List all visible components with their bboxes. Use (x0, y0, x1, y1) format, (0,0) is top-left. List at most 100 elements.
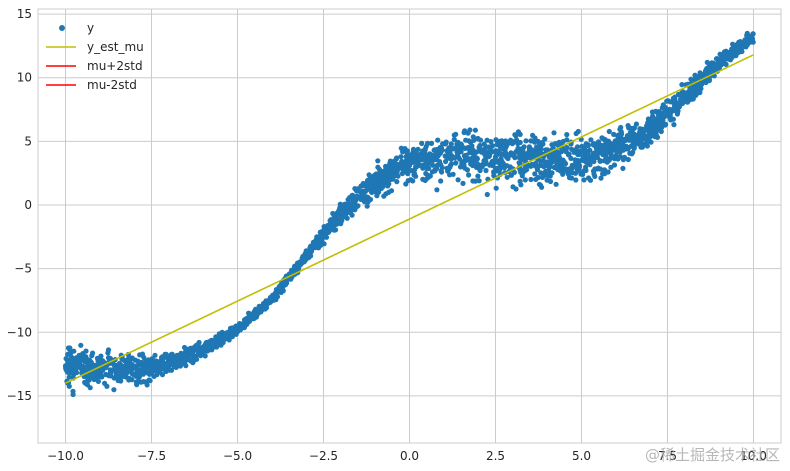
scatter-point (609, 144, 615, 150)
scatter-point (295, 263, 301, 269)
scatter-point (406, 160, 412, 166)
scatter-point (419, 140, 425, 146)
scatter-point (127, 368, 134, 374)
y-tick-label: 5 (24, 134, 32, 148)
scatter-point (636, 141, 642, 147)
scatter-point (532, 153, 538, 159)
legend-label: mu+2std (87, 59, 143, 73)
scatter-point (350, 201, 356, 207)
scatter-point (608, 164, 614, 170)
scatter-point (98, 374, 104, 380)
scatter-point (63, 365, 69, 371)
scatter-point (479, 162, 485, 168)
scatter-point (586, 158, 592, 164)
scatter-point (580, 171, 586, 177)
scatter-point (672, 99, 678, 105)
scatter-point (626, 137, 633, 143)
scatter-point (423, 165, 430, 171)
scatter-point (465, 144, 471, 151)
scatter-point (743, 44, 749, 50)
y-tick-label: 15 (17, 7, 32, 21)
scatter-point (611, 131, 617, 137)
scatter-point (688, 85, 694, 91)
scatter-point (181, 360, 187, 366)
scatter-point (573, 177, 579, 183)
scatter-point (555, 166, 561, 173)
scatter-point (155, 360, 162, 366)
scatter-point (525, 154, 531, 160)
scatter-point (202, 353, 208, 359)
legend: y y_est_mu mu+2std mu-2std (46, 21, 144, 92)
scatter-point (301, 259, 307, 265)
scatter-point (535, 163, 541, 169)
x-tick-label: −7.5 (137, 449, 166, 463)
scatter-point (423, 170, 429, 177)
scatter-point (360, 180, 366, 187)
scatter-point (149, 370, 155, 376)
scatter-point (481, 141, 487, 147)
scatter-point (189, 346, 195, 352)
scatter-point (469, 155, 475, 161)
scatter-point (391, 167, 397, 173)
scatter-point (214, 335, 220, 341)
scatter-point (591, 158, 597, 165)
scatter-point (454, 152, 460, 158)
scatter-point (261, 304, 267, 310)
scatter-point (447, 172, 453, 178)
scatter-point (115, 377, 121, 384)
scatter-point (216, 331, 222, 337)
scatter-point (98, 353, 104, 359)
scatter-point (446, 166, 452, 172)
scatter-point (747, 34, 753, 40)
scatter-point (386, 173, 392, 179)
scatter-point (228, 327, 234, 333)
scatter-point (116, 368, 122, 374)
scatter-point (671, 122, 677, 128)
scatter-point (464, 167, 470, 173)
scatter-point (358, 195, 364, 202)
scatter-point (412, 171, 418, 177)
scatter-point (553, 157, 559, 163)
x-tick-label: 5.0 (572, 449, 591, 463)
x-tick-label: 0.0 (400, 449, 419, 463)
scatter-point (440, 141, 446, 147)
scatter-point (626, 125, 632, 131)
scatter-point (573, 163, 579, 169)
scatter-point (385, 183, 391, 189)
scatter-point (372, 187, 378, 193)
scatter-point (735, 45, 741, 52)
scatter-point (419, 156, 425, 162)
scatter-point (383, 168, 389, 174)
scatter-point (664, 98, 670, 104)
scatter-point (692, 83, 698, 89)
scatter-point (423, 161, 429, 167)
scatter-point (138, 379, 144, 385)
scatter-point (487, 151, 493, 157)
scatter-point (553, 181, 559, 187)
scatter-point (602, 145, 608, 151)
scatter-point (460, 180, 466, 186)
scatter-point (676, 104, 683, 110)
scatter-point (188, 352, 194, 358)
scatter-point (168, 361, 174, 367)
scatter-point (543, 147, 549, 153)
scatter-point (546, 164, 552, 170)
scatter-point (614, 149, 620, 155)
scatter-point (542, 136, 548, 142)
scatter-point (674, 111, 681, 117)
scatter-point (430, 162, 436, 168)
scatter-point (66, 383, 72, 389)
x-tick-label: 2.5 (486, 449, 505, 463)
scatter-point (483, 167, 489, 174)
scatter-point (474, 155, 480, 161)
scatter-point (383, 191, 389, 197)
scatter-point (229, 334, 235, 340)
scatter-point (565, 171, 572, 177)
scatter-point (428, 140, 435, 146)
scatter-point (147, 378, 153, 384)
scatter-point (200, 348, 206, 354)
scatter-point (267, 296, 273, 302)
scatter-point (659, 105, 665, 111)
scatter-point (493, 137, 499, 143)
